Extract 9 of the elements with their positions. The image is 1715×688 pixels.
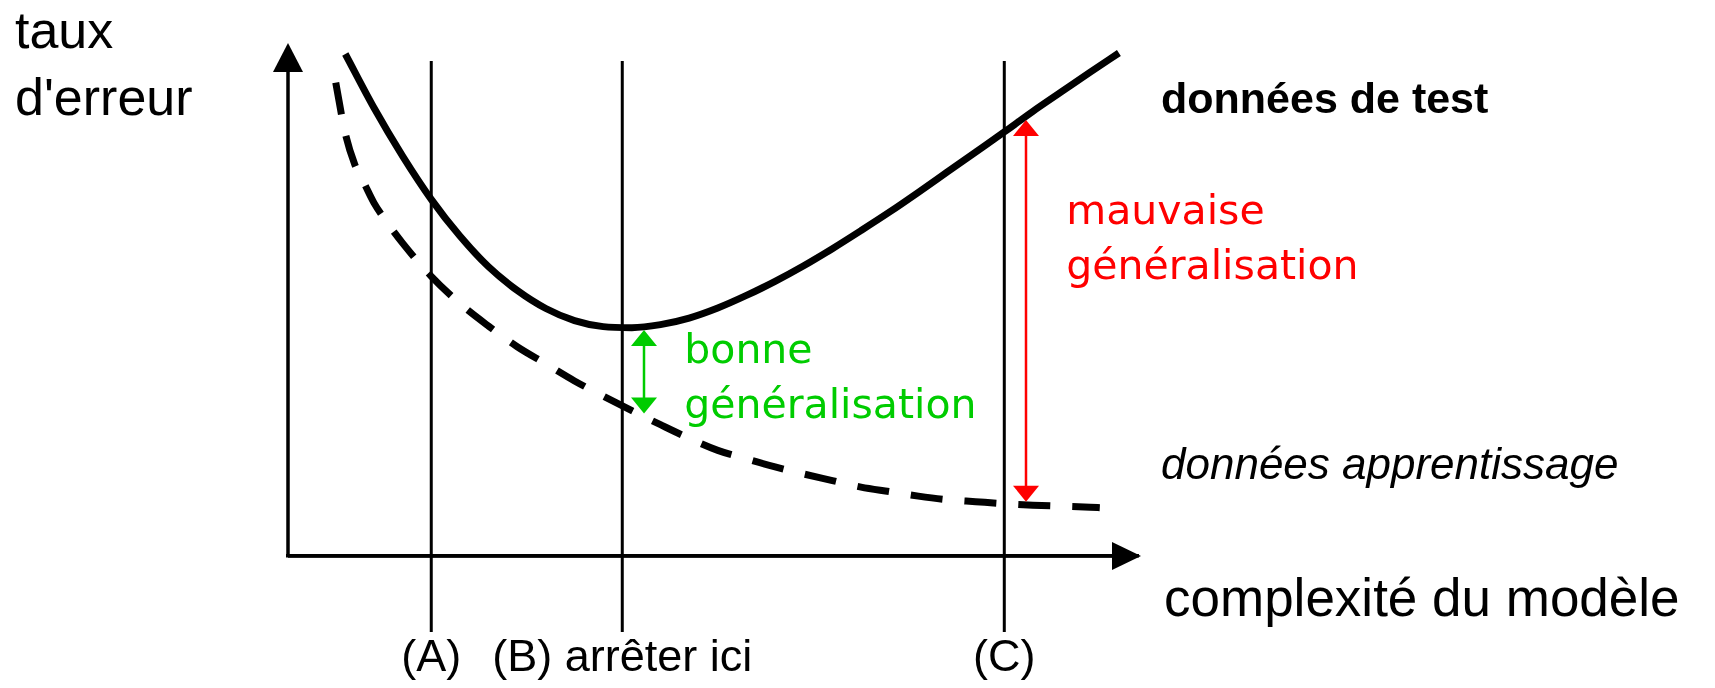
x-tick-label: (A) [401,630,462,682]
y-axis-title: taux d'erreur [15,1,193,126]
x-tick-label: (C) [973,630,1036,682]
x-tick-label: (B) arrêter ici [492,630,753,682]
annotation: mauvaise généralisation [1066,185,1359,289]
annotation: bonne généralisation [684,324,977,428]
series-label: données apprentissage [1161,438,1619,488]
x-axis-title: complexité du modèle [1164,568,1680,627]
series-label: données de test [1161,73,1489,122]
